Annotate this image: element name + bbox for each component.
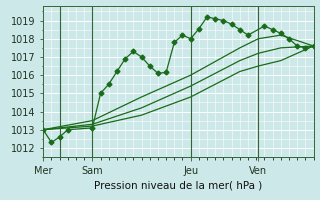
X-axis label: Pression niveau de la mer( hPa ): Pression niveau de la mer( hPa ) (94, 180, 262, 190)
